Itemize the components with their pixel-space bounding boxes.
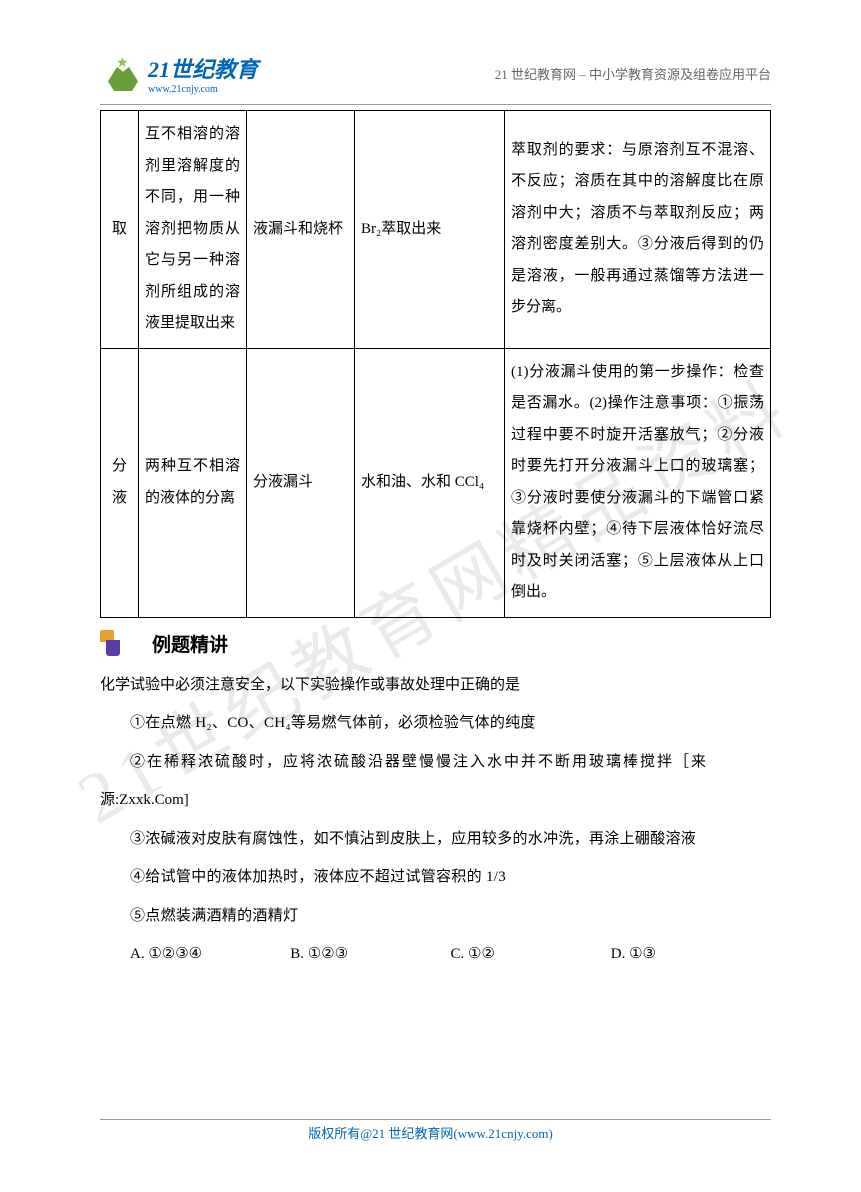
question-item-2: ②在稀释浓硫酸时，应将浓硫酸沿器壁慢慢注入水中并不断用玻璃棒搅拌［来 bbox=[100, 745, 771, 780]
question-source-line: 源:Zxxk.Com] bbox=[100, 783, 771, 818]
flag-icon bbox=[100, 630, 124, 658]
question-item-5: ⑤点燃装满酒精的酒精灯 bbox=[100, 899, 771, 934]
question-item-4: ④给试管中的液体加热时，液体应不超过试管容积的 1/3 bbox=[100, 860, 771, 895]
option-d: D. ①③ bbox=[611, 937, 771, 972]
methods-table: 取 互不相溶的溶剂里溶解度的不同，用一种溶剂把物质从它与另一种溶剂所组成的溶液里… bbox=[100, 110, 771, 618]
cell-method: 取 bbox=[101, 111, 139, 349]
cell-apparatus: 液漏斗和烧杯 bbox=[247, 111, 355, 349]
page-footer: 版权所有@21 世纪教育网(www.21cnjy.com) bbox=[0, 1123, 861, 1142]
section-title: 例题精讲 bbox=[152, 630, 228, 657]
cell-apparatus: 分液漏斗 bbox=[247, 348, 355, 617]
logo-url: www.21cnjy.com bbox=[148, 84, 258, 95]
page-header: ★ 21世纪教育 www.21cnjy.com 21 世纪教育网 – 中小学教育… bbox=[108, 48, 771, 98]
cell-principle: 两种互不相溶的液体的分离 bbox=[139, 348, 247, 617]
cell-notes: (1)分液漏斗使用的第一步操作：检查是否漏水。(2)操作注意事项：①振荡过程中要… bbox=[505, 348, 771, 617]
table-row: 取 互不相溶的溶剂里溶解度的不同，用一种溶剂把物质从它与另一种溶剂所组成的溶液里… bbox=[101, 111, 771, 349]
question-item-3: ③浓碱液对皮肤有腐蚀性，如不慎沾到皮肤上，应用较多的水冲洗，再涂上硼酸溶液 bbox=[100, 822, 771, 857]
logo-icon: ★ bbox=[108, 55, 144, 91]
cell-example: 水和油、水和 CCl₄ bbox=[355, 348, 505, 617]
cell-principle: 互不相溶的溶剂里溶解度的不同，用一种溶剂把物质从它与另一种溶剂所组成的溶液里提取… bbox=[139, 111, 247, 349]
logo: ★ 21世纪教育 www.21cnjy.com bbox=[108, 52, 258, 95]
section-header: 例题精讲 bbox=[100, 630, 771, 658]
question-item-1: ①在点燃 H₂、CO、CH₄等易燃气体前，必须检验气体的纯度 bbox=[100, 706, 771, 741]
cell-notes: 萃取剂的要求：与原溶剂互不混溶、不反应；溶质在其中的溶解度比在原溶剂中大；溶质不… bbox=[505, 111, 771, 349]
option-a: A. ①②③④ bbox=[130, 937, 290, 972]
footer-divider bbox=[100, 1119, 771, 1120]
logo-title: 21世纪教育 bbox=[148, 52, 258, 84]
question-stem: 化学试验中必须注意安全，以下实验操作或事故处理中正确的是 bbox=[100, 668, 771, 703]
option-c: C. ①② bbox=[451, 937, 611, 972]
cell-example: Br₂萃取出来 bbox=[355, 111, 505, 349]
header-subtitle: 21 世纪教育网 – 中小学教育资源及组卷应用平台 bbox=[495, 64, 771, 83]
question-options: A. ①②③④ B. ①②③ C. ①② D. ①③ bbox=[100, 937, 771, 972]
table-row: 分液 两种互不相溶的液体的分离 分液漏斗 水和油、水和 CCl₄ (1)分液漏斗… bbox=[101, 348, 771, 617]
header-divider bbox=[100, 104, 771, 105]
cell-method: 分液 bbox=[101, 348, 139, 617]
option-b: B. ①②③ bbox=[290, 937, 450, 972]
page-content: 取 互不相溶的溶剂里溶解度的不同，用一种溶剂把物质从它与另一种溶剂所组成的溶液里… bbox=[100, 110, 771, 972]
